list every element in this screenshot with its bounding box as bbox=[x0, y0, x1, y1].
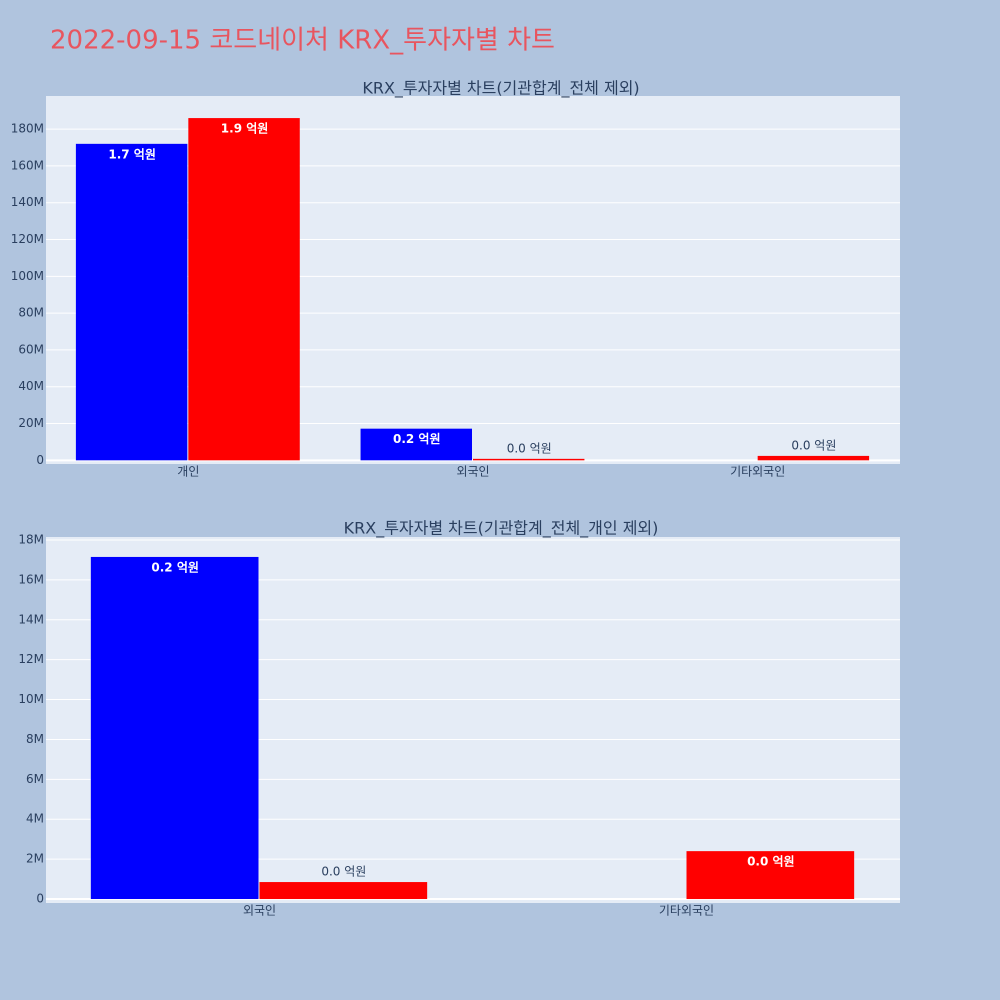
y-tick-label: 14M bbox=[18, 612, 44, 626]
y-tick-label: 80M bbox=[18, 306, 44, 320]
y-tick-label: 160M bbox=[11, 158, 44, 172]
bar bbox=[686, 851, 855, 900]
value-label: 0.2 억원 bbox=[393, 432, 441, 446]
y-tick-label: 140M bbox=[11, 195, 44, 209]
y-tick-label: 18M bbox=[18, 532, 44, 546]
y-tick-label: 6M bbox=[26, 772, 44, 786]
y-tick-label: 100M bbox=[11, 269, 44, 283]
value-label: 0.0 억원 bbox=[321, 865, 366, 879]
y-tick-label: 4M bbox=[26, 812, 44, 826]
y-tick-label: 40M bbox=[18, 379, 44, 393]
y-tick-label: 12M bbox=[18, 652, 44, 666]
y-tick-label: 16M bbox=[18, 572, 44, 586]
bar bbox=[259, 882, 428, 900]
page-title: 2022-09-15 코드네이처 KRX_투자자별 차트 bbox=[50, 26, 555, 56]
chart-title: KRX_투자자별 차트(기관합계_전체_개인 제외) bbox=[344, 519, 659, 539]
y-tick-label: 0 bbox=[36, 453, 44, 467]
y-tick-label: 20M bbox=[18, 416, 44, 430]
value-label: 1.7 억원 bbox=[108, 147, 156, 161]
bar bbox=[90, 556, 259, 900]
bar bbox=[360, 428, 472, 461]
value-label: 0.0 억원 bbox=[791, 438, 836, 452]
bar bbox=[473, 458, 585, 461]
bar bbox=[188, 118, 300, 461]
value-label: 0.0 억원 bbox=[747, 855, 795, 869]
y-tick-label: 0 bbox=[36, 892, 44, 906]
chart-title: KRX_투자자별 차트(기관합계_전체 제외) bbox=[362, 79, 639, 99]
y-tick-label: 2M bbox=[26, 852, 44, 866]
value-label: 0.2 억원 bbox=[151, 560, 199, 574]
y-tick-label: 120M bbox=[11, 232, 44, 246]
y-tick-label: 180M bbox=[11, 122, 44, 136]
value-label: 1.9 억원 bbox=[221, 122, 269, 136]
y-tick-label: 8M bbox=[26, 732, 44, 746]
y-tick-label: 60M bbox=[18, 342, 44, 356]
bar bbox=[75, 143, 188, 461]
bar bbox=[757, 455, 870, 461]
value-label: 0.0 억원 bbox=[507, 441, 552, 455]
x-tick-label: 기타외국인 bbox=[730, 465, 785, 479]
x-tick-label: 기타외국인 bbox=[659, 904, 714, 918]
x-tick-label: 개인 bbox=[177, 465, 199, 479]
x-tick-label: 외국인 bbox=[456, 465, 489, 479]
y-tick-label: 10M bbox=[18, 692, 44, 706]
x-tick-label: 외국인 bbox=[243, 904, 276, 918]
